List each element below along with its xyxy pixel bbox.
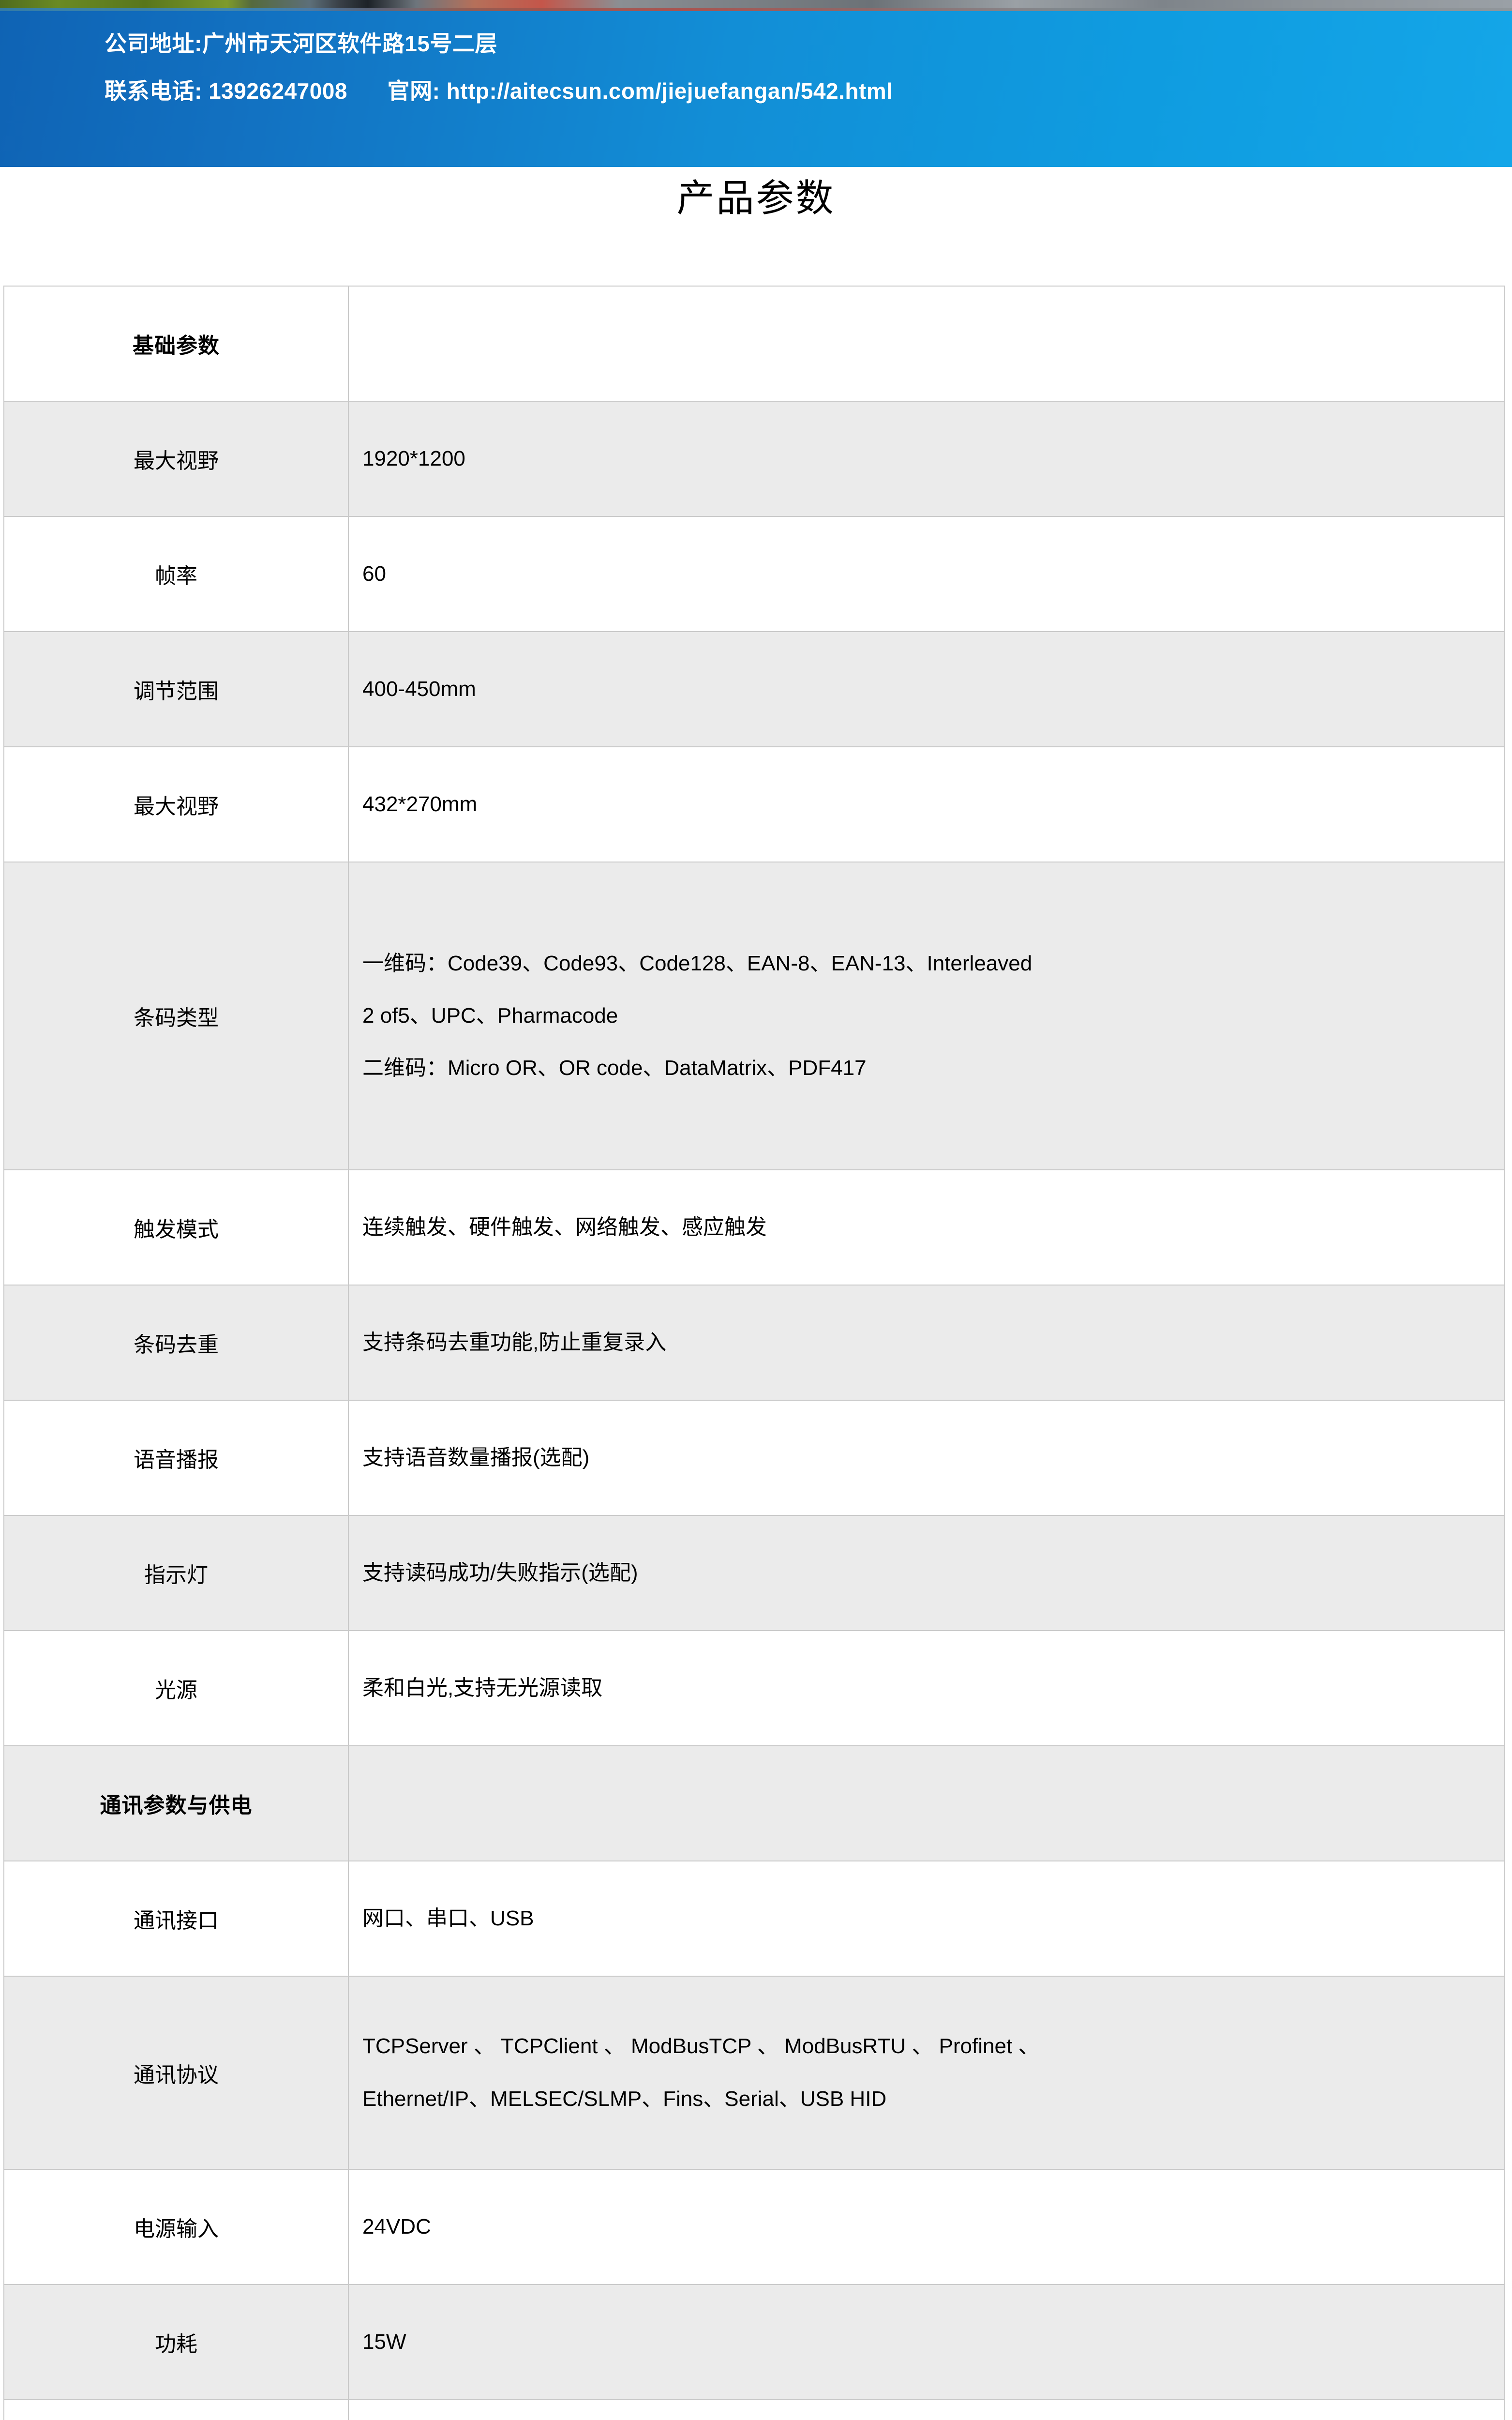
page-title: 产品参数 (676, 177, 836, 219)
spec-value-cell (348, 286, 1505, 402)
spec-table-row: 功耗 15W (3, 2284, 1505, 2400)
spec-key-cell: 电源输入 (3, 2169, 349, 2285)
spec-value-line: 400-450mm (362, 677, 476, 701)
spec-section-row: 通讯参数与供电 (3, 1745, 1505, 1861)
header-photo-strip (0, 0, 1512, 11)
spec-key-cell: 通讯协议 (3, 1976, 349, 2170)
spec-value-line: 15W (362, 2329, 406, 2354)
spec-key-cell: 指示灯 (3, 1515, 349, 1631)
spec-value-cell: 支持语音数量播报(选配) (348, 1400, 1505, 1516)
spec-value-cell: 支持读码成功/失败指示(选配) (348, 1515, 1505, 1631)
spec-key-cell: 条码类型 (3, 862, 349, 1170)
spec-value-line: 支持条码去重功能,防止重复录入 (362, 1330, 667, 1354)
spec-key-cell: 最大视野 (3, 746, 349, 862)
spec-value-line: 2 of5、UPC、Pharmacode (362, 1003, 618, 1028)
spec-key-cell: 光源 (3, 1630, 349, 1746)
spec-value-cell: 400-450mm (348, 631, 1505, 747)
spec-value-line: 1920*1200 (362, 446, 465, 470)
spec-value-line: 柔和白光,支持无光源读取 (362, 1676, 603, 1700)
spec-value-line: 支持语音数量播报(选配) (362, 1445, 590, 1469)
spec-value-line: 60 (362, 561, 386, 586)
spec-key-cell: 功耗 (3, 2284, 349, 2400)
contact-banner: 公司地址:广州市天河区软件路15号二层 联系电话: 13926247008 官网… (0, 11, 1512, 167)
spec-key-cell: 触发模式 (3, 1169, 349, 1286)
spec-value-cell: 1920*1200 (348, 401, 1505, 517)
contact-phone-text: 联系电话: 13926247008 (105, 78, 348, 104)
spec-table-row: 最大视野 432*270mm (3, 746, 1505, 862)
spec-value-line: 二维码：Micro OR、OR code、DataMatrix、PDF417 (362, 1056, 867, 1080)
spec-key-cell: 尺寸安装参数 (3, 2399, 349, 2420)
spec-value-cell: 连续触发、硬件触发、网络触发、感应触发 (348, 1169, 1505, 1286)
spec-value-line: 连续触发、硬件触发、网络触发、感应触发 (362, 1215, 767, 1239)
spec-section-row: 基础参数 (3, 286, 1505, 402)
spec-value-line: 一维码：Code39、Code93、Code128、EAN-8、EAN-13、I… (362, 951, 1033, 975)
contact-phone-website-line: 联系电话: 13926247008 官网: http://aitecsun.co… (105, 80, 1411, 102)
spec-value-line: 24VDC (362, 2214, 431, 2238)
spec-value-cell: 24VDC (348, 2169, 1505, 2285)
photo-ground-band (0, 8, 1512, 11)
spec-table-row: 电源输入 24VDC (3, 2169, 1505, 2285)
spec-table-body: 基础参数 最大视野 1920*1200 帧率 60 调节范围 400-450mm 最大视野 43… (3, 286, 1505, 2420)
spec-value-cell: 432*270mm (348, 746, 1505, 862)
product-parameter-table: 基础参数 最大视野 1920*1200 帧率 60 调节范围 400-450mm 最大视野 43… (3, 286, 1505, 2420)
spec-table-row: 帧率 60 (3, 516, 1505, 632)
spec-key-cell: 基础参数 (3, 286, 349, 402)
company-address-line: 公司地址:广州市天河区软件路15号二层 (105, 31, 497, 56)
spec-key-cell: 通讯参数与供电 (3, 1745, 349, 1861)
spec-key-cell: 条码去重 (3, 1285, 349, 1401)
spec-key-cell: 语音播报 (3, 1400, 349, 1516)
spec-value-cell: 柔和白光,支持无光源读取 (348, 1630, 1505, 1746)
spec-value-cell: 一维码：Code39、Code93、Code128、EAN-8、EAN-13、I… (348, 862, 1505, 1170)
spec-value-cell (348, 2399, 1505, 2420)
spec-key-cell: 帧率 (3, 516, 349, 632)
spec-value-line: 网口、串口、USB (362, 1906, 534, 1930)
official-website-link[interactable]: 官网: http://aitecsun.com/jiejuefangan/542… (387, 78, 893, 104)
spec-value-line: 支持读码成功/失败指示(选配) (362, 1560, 638, 1585)
spec-value-cell: 网口、串口、USB (348, 1860, 1505, 1977)
spec-table-row: 语音播报 支持语音数量播报(选配) (3, 1400, 1505, 1516)
spec-section-row: 尺寸安装参数 (3, 2399, 1505, 2420)
spec-value-cell: 支持条码去重功能,防止重复录入 (348, 1285, 1505, 1401)
spec-value-line: 432*270mm (362, 792, 478, 816)
spec-table-row: 最大视野 1920*1200 (3, 401, 1505, 517)
spec-table-row: 通讯协议 TCPServer 、 TCPClient 、 ModBusTCP 、 … (3, 1976, 1505, 2170)
spec-value-cell: 60 (348, 516, 1505, 632)
spec-table-row: 指示灯 支持读码成功/失败指示(选配) (3, 1515, 1505, 1631)
spec-table-row: 触发模式 连续触发、硬件触发、网络触发、感应触发 (3, 1169, 1505, 1286)
contact-banner-content: 公司地址:广州市天河区软件路15号二层 联系电话: 13926247008 官网… (105, 32, 1411, 102)
spec-key-cell: 最大视野 (3, 401, 349, 517)
spec-table-row: 通讯接口 网口、串口、USB (3, 1860, 1505, 1977)
spec-key-cell: 通讯接口 (3, 1860, 349, 1977)
spec-table-row: 条码类型 一维码：Code39、Code93、Code128、EAN-8、EAN-… (3, 862, 1505, 1170)
spec-table-row: 光源 柔和白光,支持无光源读取 (3, 1630, 1505, 1746)
spec-value-cell (348, 1745, 1505, 1861)
spec-value-line: Ethernet/IP、MELSEC/SLMP、Fins、Serial、USB … (362, 2087, 887, 2111)
spec-table-row: 调节范围 400-450mm (3, 631, 1505, 747)
spec-value-line: TCPServer 、 TCPClient 、 ModBusTCP 、 ModB… (362, 2034, 1040, 2058)
spec-value-cell: TCPServer 、 TCPClient 、 ModBusTCP 、 ModB… (348, 1976, 1505, 2170)
spec-value-cell: 15W (348, 2284, 1505, 2400)
spec-key-cell: 调节范围 (3, 631, 349, 747)
spec-table-row: 条码去重 支持条码去重功能,防止重复录入 (3, 1285, 1505, 1401)
